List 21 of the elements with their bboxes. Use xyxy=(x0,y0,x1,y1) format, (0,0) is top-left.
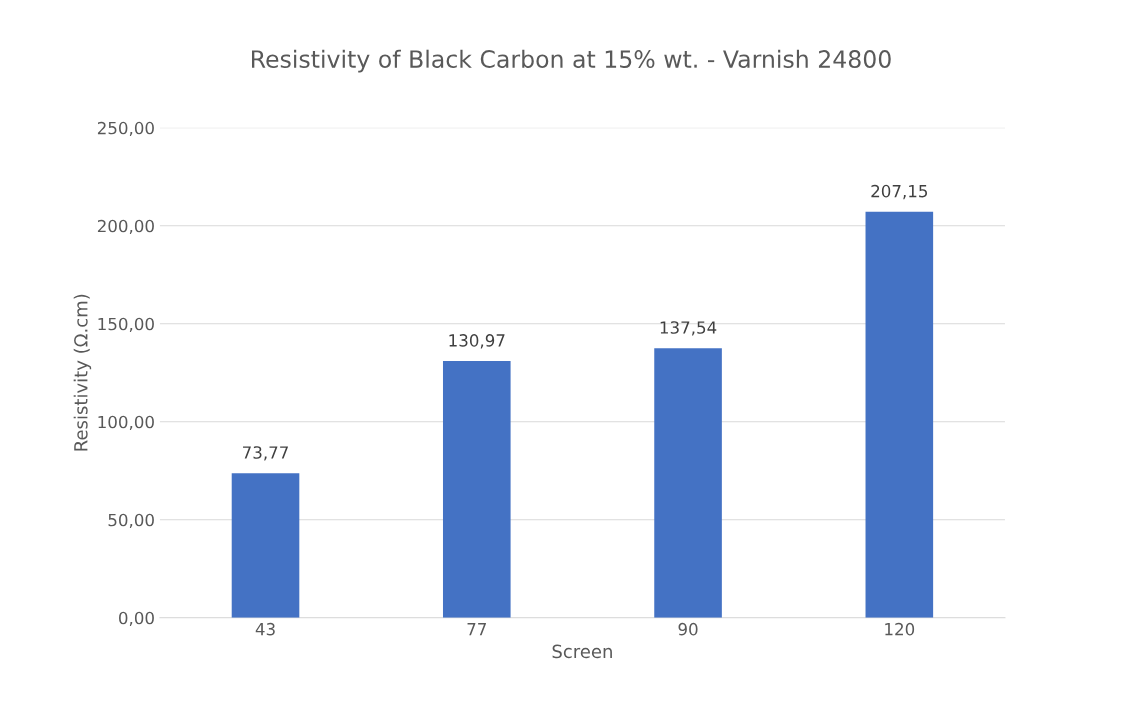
y-tick-label: 0,00 xyxy=(119,611,154,626)
x-tick-label: 43 xyxy=(255,622,275,636)
bar xyxy=(865,211,934,618)
x-tick-label: 120 xyxy=(885,622,915,636)
chart-title: Resistivity of Black Carbon at 15% wt. - Varnish 24800 xyxy=(252,49,891,73)
y-tick-label: 100,00 xyxy=(98,415,154,431)
y-tick-label: 150,00 xyxy=(98,317,154,333)
data-label: 130,97 xyxy=(449,334,505,349)
y-axis-title: Resistivity (Ω.cm) xyxy=(73,294,92,451)
x-tick-label: 90 xyxy=(678,622,698,636)
y-tick-label: 200,00 xyxy=(97,219,154,235)
bar xyxy=(654,348,722,618)
data-label: 73,77 xyxy=(243,446,288,461)
data-label: 207,15 xyxy=(871,184,928,200)
y-tick-label: 50,00 xyxy=(108,513,154,528)
data-label: 137,54 xyxy=(660,321,717,336)
bar xyxy=(231,473,300,618)
x-axis-title: Screen xyxy=(552,644,612,659)
bar xyxy=(442,361,511,618)
y-tick-label: 250,00 xyxy=(97,121,154,137)
x-tick-label: 77 xyxy=(467,623,486,636)
